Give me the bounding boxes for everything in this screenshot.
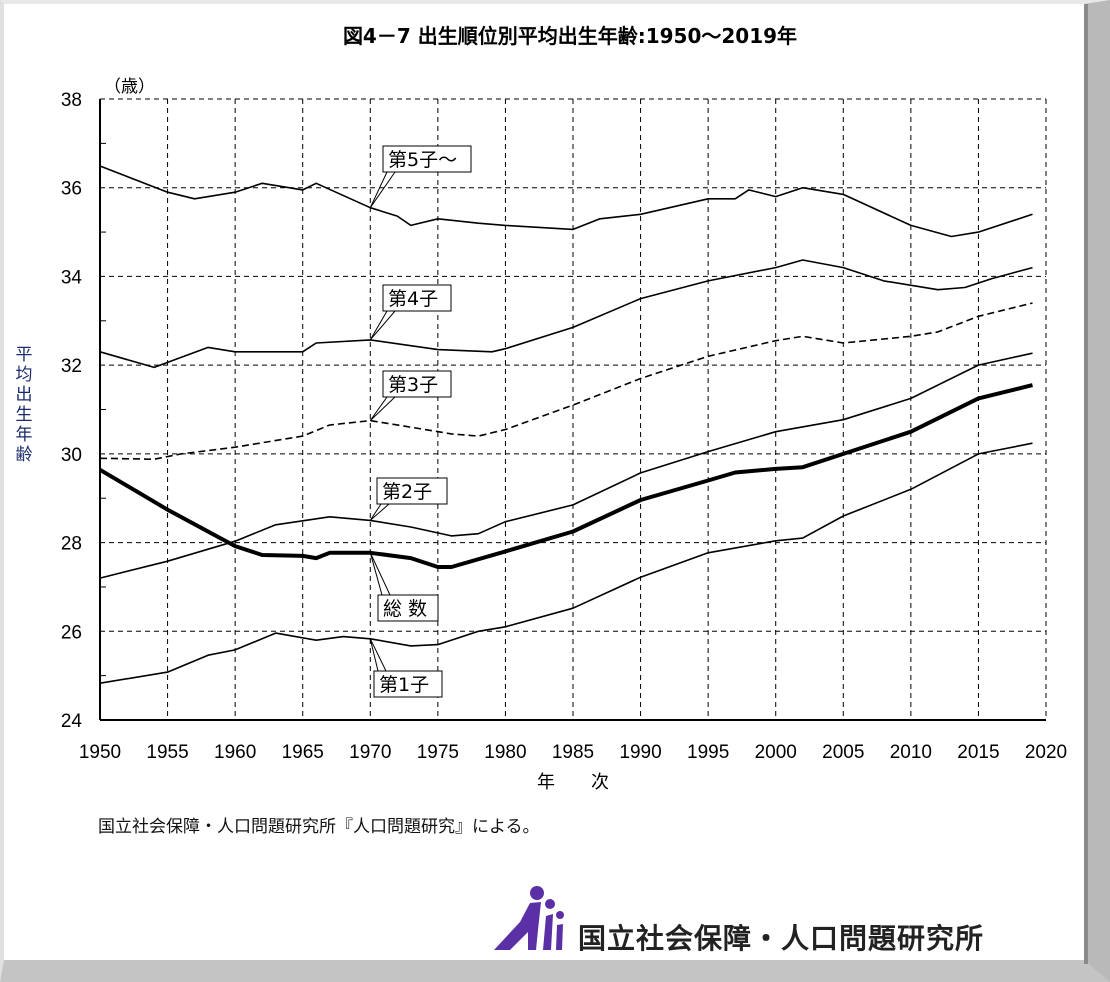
series-line	[99, 442, 1033, 684]
series-label-box	[373, 670, 443, 698]
y-axis-label: 平均出生年齢	[15, 345, 33, 465]
x-tick-label: 1975	[417, 742, 459, 763]
chart-title: 図4－7 出生順位別平均出生年齢:1950～2019年	[342, 24, 798, 48]
label-leader-line	[369, 396, 396, 421]
y-tick-label: 38	[61, 90, 82, 111]
label-leader-line	[369, 552, 383, 596]
series-label: 第3子	[388, 374, 438, 396]
label-leader-line	[369, 171, 396, 208]
x-tick-label: 1990	[619, 742, 661, 763]
x-tick-label: 2015	[957, 742, 999, 763]
series-line	[99, 165, 1033, 238]
x-tick-label: 1995	[687, 742, 729, 763]
x-tick-label: 1985	[552, 742, 594, 763]
x-tick-label: 1965	[282, 742, 324, 763]
y-tick-label: 32	[61, 356, 82, 377]
label-leader-line	[369, 171, 388, 208]
series-line	[99, 302, 1033, 460]
x-tick-label: 2020	[1025, 742, 1067, 763]
y-tick-label: 30	[61, 445, 82, 466]
series-label-box	[382, 145, 472, 173]
x-tick-label: 1980	[484, 742, 526, 763]
series-label: 第4子	[388, 288, 438, 310]
y-tick-label: 24	[61, 711, 83, 732]
series-label-box	[382, 370, 452, 398]
label-leader-line	[369, 503, 382, 521]
series-line	[98, 383, 1033, 569]
x-tick-label: 1955	[146, 742, 188, 763]
series-line	[99, 352, 1033, 579]
label-leader-line	[369, 396, 388, 421]
source-note: 国立社会保障・人口問題研究所『人口問題研究』による。	[98, 817, 540, 837]
x-tick-label: 2010	[890, 742, 932, 763]
y-tick-label: 34	[61, 267, 83, 288]
y-tick-label: 26	[61, 622, 82, 643]
x-axis-label: 年 次	[537, 772, 609, 793]
y-unit-label: （歳）	[104, 77, 155, 97]
label-leader-line	[369, 310, 396, 341]
x-tick-label: 1950	[79, 742, 121, 763]
label-leader-line	[369, 310, 388, 341]
x-tick-label: 1960	[214, 742, 256, 763]
x-tick-label: 1970	[349, 742, 391, 763]
series-label-box	[382, 284, 452, 312]
series-line	[99, 259, 1033, 369]
series-label: 第5子～	[388, 149, 457, 171]
x-tick-label: 2005	[822, 742, 864, 763]
series-label-box	[377, 594, 439, 622]
label-leader-line	[369, 638, 379, 672]
label-leader-line	[369, 503, 390, 521]
series-label: 総 数	[383, 598, 427, 620]
logo-text: 国立社会保障・人口問題研究所	[578, 922, 985, 955]
y-tick-label: 36	[61, 179, 82, 200]
series-label: 第2子	[382, 481, 432, 503]
series-label-box	[376, 477, 448, 505]
x-tick-label: 2000	[755, 742, 797, 763]
label-leader-line	[369, 552, 391, 596]
y-tick-label: 28	[61, 534, 82, 555]
series-label: 第1子	[379, 674, 429, 696]
label-leader-line	[369, 638, 387, 672]
